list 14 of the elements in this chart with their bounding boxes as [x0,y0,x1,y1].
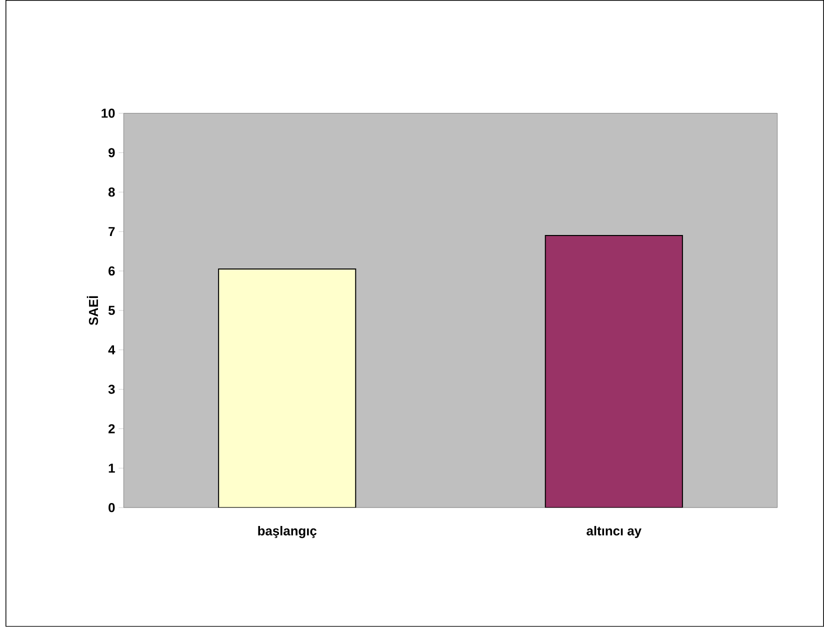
y-tick-label: 5 [108,306,115,316]
y-tick-label: 9 [108,148,115,158]
x-tick-label: altıncı ay [586,526,642,538]
y-tick-label: 10 [102,108,115,118]
y-tick-label: 3 [108,384,115,394]
y-tick-label: 4 [108,346,116,354]
y-tick-label: 7 [108,227,115,236]
y-tick-label: 2 [108,424,115,434]
y-tick-label: 8 [108,188,115,197]
y-tick-label: 1 [108,464,115,473]
y-axis-title: SAEİ [86,296,98,326]
x-tick-label: başlangıç [258,526,317,538]
y-tick-label: 6 [108,266,115,276]
y-tick-label: 0 [108,503,115,512]
